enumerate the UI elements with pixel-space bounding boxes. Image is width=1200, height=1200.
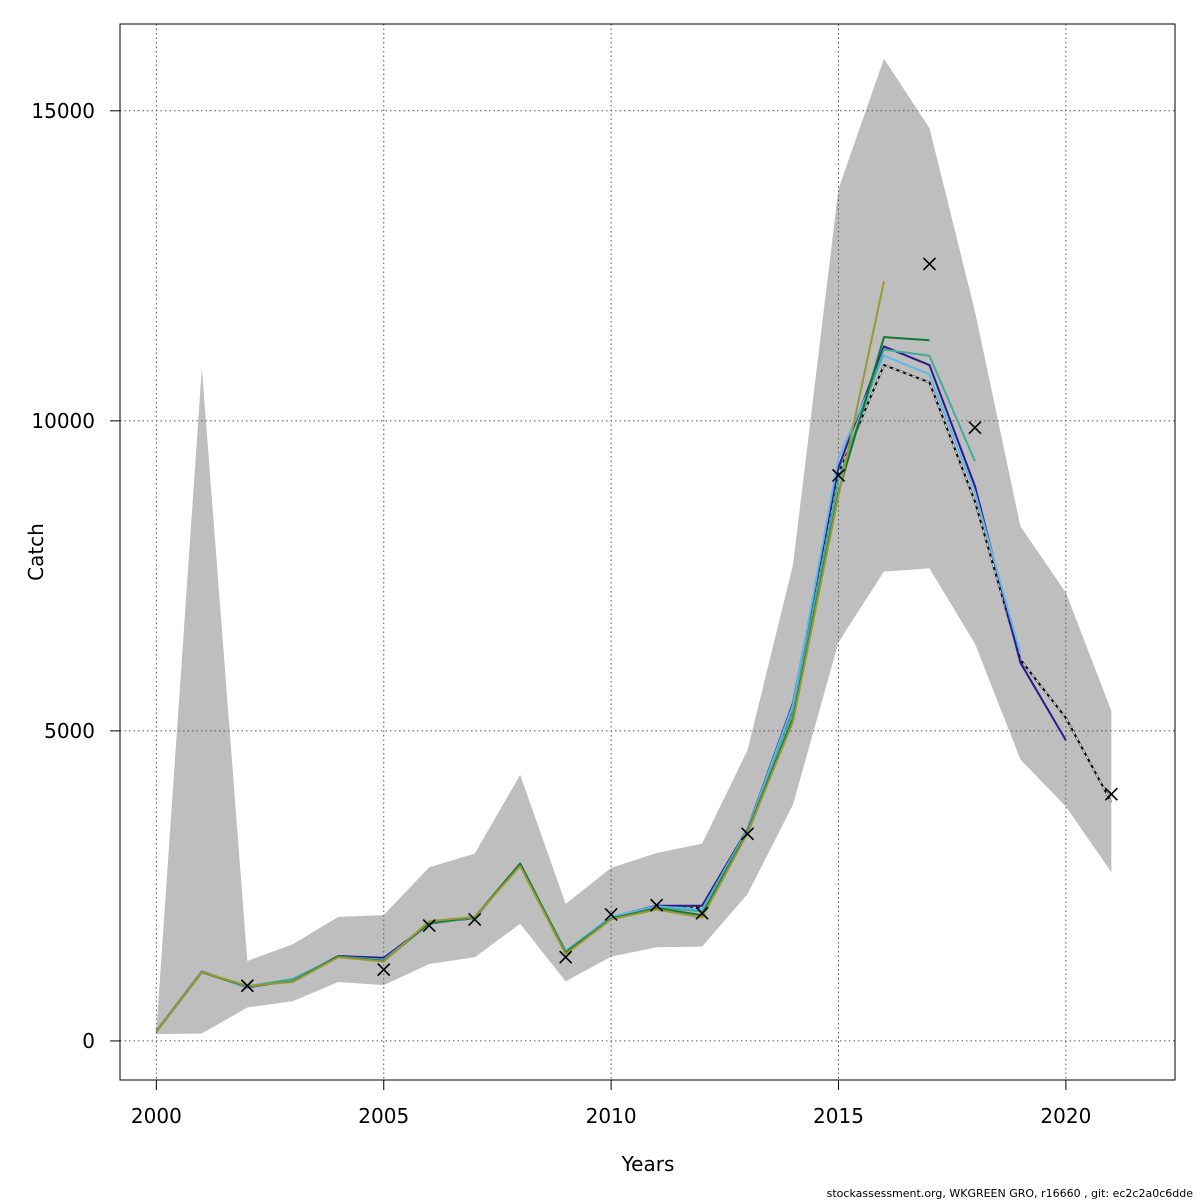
x-tick-label-2000: 2000 bbox=[131, 1104, 182, 1128]
y-tick-label-15000: 15000 bbox=[31, 99, 95, 123]
observed-point-2002 bbox=[240, 979, 254, 993]
y-tick-label-5000: 5000 bbox=[44, 719, 95, 743]
observed-point-stroke bbox=[422, 919, 436, 933]
observed-point-2015 bbox=[831, 468, 846, 482]
y-axis-title: Catch bbox=[24, 523, 48, 581]
axis-layer: 2000 2005 2010 2015 2020 0 5000 10000 15000 bbox=[31, 99, 1091, 1128]
observed-point-2017 bbox=[922, 257, 937, 271]
observed-point-stroke bbox=[377, 963, 391, 977]
observed-point-stroke bbox=[650, 898, 664, 912]
observed-point-stroke bbox=[968, 421, 982, 435]
observed-point-2018 bbox=[968, 421, 982, 435]
confidence-band bbox=[156, 58, 1112, 1035]
observed-point-2012 bbox=[695, 906, 709, 920]
observed-point-stroke bbox=[695, 906, 709, 920]
observed-points-layer bbox=[240, 257, 1118, 993]
observed-point-stroke bbox=[468, 912, 482, 926]
observed-point-stroke bbox=[740, 827, 755, 841]
observed-point-2010 bbox=[604, 907, 618, 922]
observed-point-2013 bbox=[740, 827, 755, 841]
series-layer bbox=[155, 281, 1113, 1033]
confidence-band-layer bbox=[156, 58, 1112, 1035]
observed-point-2009 bbox=[559, 950, 573, 964]
observed-point-stroke bbox=[240, 979, 254, 993]
observed-point-stroke bbox=[831, 468, 846, 482]
y-tick-label-10000: 10000 bbox=[31, 409, 95, 433]
x-axis-title: Years bbox=[621, 1152, 675, 1176]
x-tick-label-2005: 2005 bbox=[358, 1104, 409, 1128]
observed-point-stroke bbox=[1104, 787, 1118, 801]
grid-layer bbox=[120, 24, 1175, 1080]
observed-point-stroke bbox=[922, 257, 937, 271]
x-tick-label-2015: 2015 bbox=[813, 1104, 864, 1128]
x-tick-label-2020: 2020 bbox=[1040, 1104, 1091, 1128]
observed-point-2005 bbox=[377, 963, 391, 977]
footer-credit: stockassessment.org, WKGREEN GRO, r16660… bbox=[827, 1187, 1194, 1200]
observed-point-2011 bbox=[650, 898, 664, 912]
series-line-7 bbox=[155, 281, 885, 1033]
y-tick-label-0: 0 bbox=[82, 1029, 95, 1053]
observed-point-stroke bbox=[559, 950, 573, 964]
x-tick-label-2010: 2010 bbox=[586, 1104, 637, 1128]
observed-point-2021 bbox=[1104, 787, 1118, 801]
observed-point-2006 bbox=[422, 919, 436, 933]
observed-point-stroke bbox=[604, 907, 618, 922]
observed-point-2007 bbox=[468, 912, 482, 926]
